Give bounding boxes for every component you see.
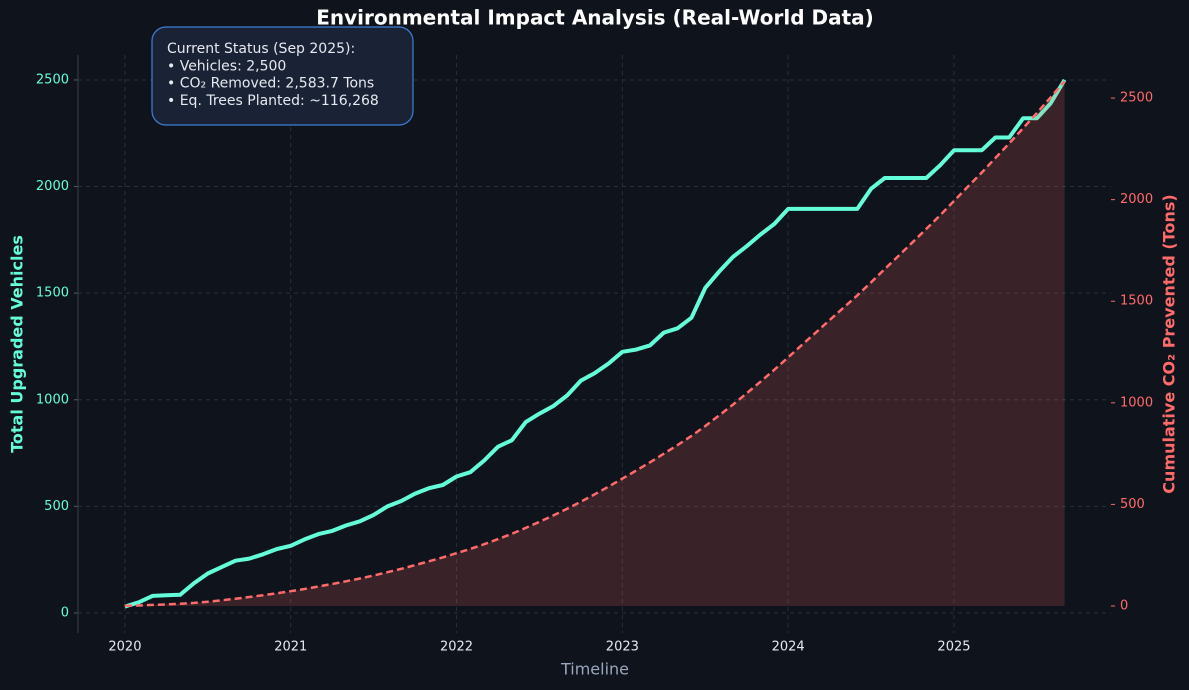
y2-tick-label: 1500 [1120,294,1153,309]
area [124,81,1065,606]
annotation-line: Current Status (Sep 2025): [167,41,355,57]
y-tick-label: 500 [44,499,69,514]
x-tick-label: 2023 [606,640,639,655]
y2-tick-label: 2500 [1120,91,1153,106]
annotation-line: • Vehicles: 2,500 [167,58,286,74]
x-tick-label: 2022 [440,640,473,655]
line [124,78,1067,609]
y-tick-label: 2500 [36,72,69,87]
x-tick-label: 2020 [108,640,141,655]
x-tick-label: 2025 [937,640,970,655]
line [124,80,1066,608]
annotation-line: • CO₂ Removed: 2,583.7 Tons [167,76,374,92]
annotation-frame [151,26,414,126]
y2-tick-label: 2000 [1120,192,1153,207]
y-tick-label: 1000 [36,392,69,407]
annotation-box: Current Status (Sep 2025):• Vehicles: 2,… [151,26,414,126]
chart-title: Environmental Impact Analysis (Real-Worl… [316,6,874,30]
y-tick-label: 0 [61,605,69,620]
y2-tick-label: 1000 [1120,395,1153,410]
y-axis-label: Total Upgraded Vehicles [8,235,27,453]
x-axis-label: Timeline [560,660,629,679]
y2-tick-label: 0 [1120,598,1128,613]
x-tick-label: 2024 [772,640,805,655]
y-tick-label: 1500 [36,286,69,301]
annotation-line: • Eq. Trees Planted: ~116,268 [167,93,379,109]
y2-axis-label: Cumulative CO₂ Prevented (Tons) [1160,194,1179,493]
y-tick-label: 2000 [36,179,69,194]
plot-area: 2020 2021 2022 2023 2024 2025 0 500 1000 1500 2000… [36,55,1153,655]
x-tick-label: 2021 [274,640,307,655]
y2-tick-label: 500 [1120,497,1145,512]
